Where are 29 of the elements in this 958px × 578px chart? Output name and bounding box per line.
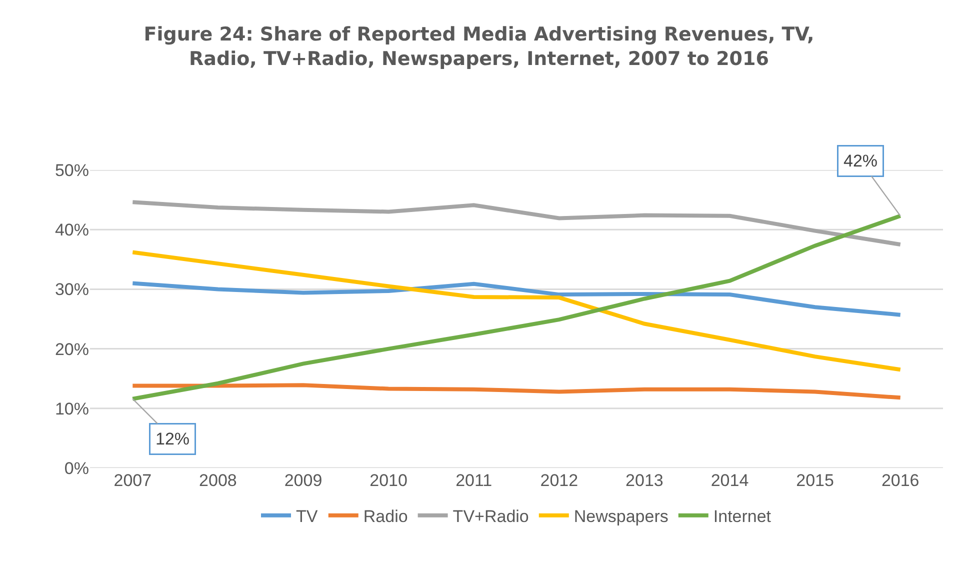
x-tick-label: 2016 (881, 471, 920, 490)
line-series (130, 214, 902, 401)
x-tick-label: 2014 (710, 471, 749, 490)
x-tick-label: 2007 (114, 471, 152, 490)
y-tick-label: 30% (54, 280, 89, 300)
x-tick-label: 2010 (370, 471, 408, 490)
legend-label: Newspapers (574, 506, 668, 526)
legend-label: Radio (363, 506, 408, 526)
line-series (130, 383, 902, 400)
y-tick-label: 10% (54, 399, 89, 418)
x-tick-label: 2011 (456, 471, 492, 490)
annotation: 42% (844, 152, 878, 170)
y-tick-label: 40% (54, 220, 89, 240)
line-series (130, 200, 902, 246)
x-tick-label: 2012 (540, 471, 578, 490)
y-tick-label: 0% (64, 458, 89, 478)
y-tick-label: 20% (54, 340, 89, 359)
line-series (130, 281, 902, 317)
x-tick-label: 2013 (626, 471, 664, 490)
y-tick-label: 50% (54, 160, 89, 180)
chart-title: Figure 24: Share of Reported Media Advertising Revenues, TV, Radio, TV+Radio, Newspapers, Internet, 2007 to 2016 (144, 23, 814, 70)
legend-label: Internet (713, 506, 772, 526)
annotation: 12% (156, 430, 190, 448)
x-tick-label: 2009 (284, 471, 322, 490)
x-tick-label: 2008 (199, 471, 237, 490)
legend-label: TV+Radio (452, 506, 529, 526)
legend-label: TV (296, 506, 318, 526)
x-tick-label: 2015 (796, 471, 834, 490)
line-series (130, 250, 902, 372)
